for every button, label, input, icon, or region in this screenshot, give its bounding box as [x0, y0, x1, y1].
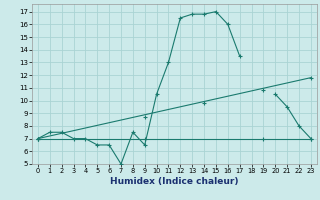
X-axis label: Humidex (Indice chaleur): Humidex (Indice chaleur) [110, 177, 239, 186]
